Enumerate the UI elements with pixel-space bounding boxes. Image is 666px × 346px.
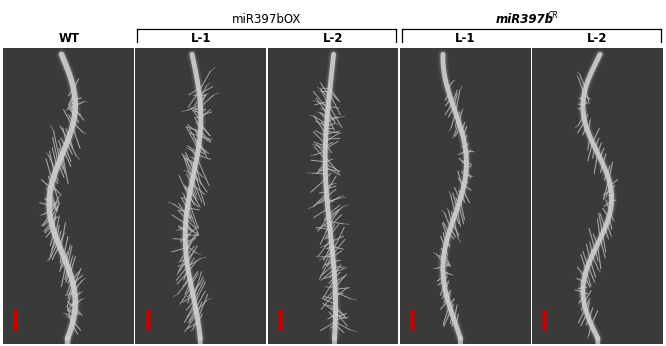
Text: L-2: L-2 bbox=[323, 32, 343, 45]
Text: L-1: L-1 bbox=[190, 32, 211, 45]
Text: miR397bOX: miR397bOX bbox=[232, 13, 302, 26]
Text: L-2: L-2 bbox=[587, 32, 607, 45]
Text: WT: WT bbox=[58, 32, 79, 45]
Text: CR: CR bbox=[548, 11, 559, 20]
Text: miR397b: miR397b bbox=[496, 13, 553, 26]
Text: L-1: L-1 bbox=[455, 32, 476, 45]
